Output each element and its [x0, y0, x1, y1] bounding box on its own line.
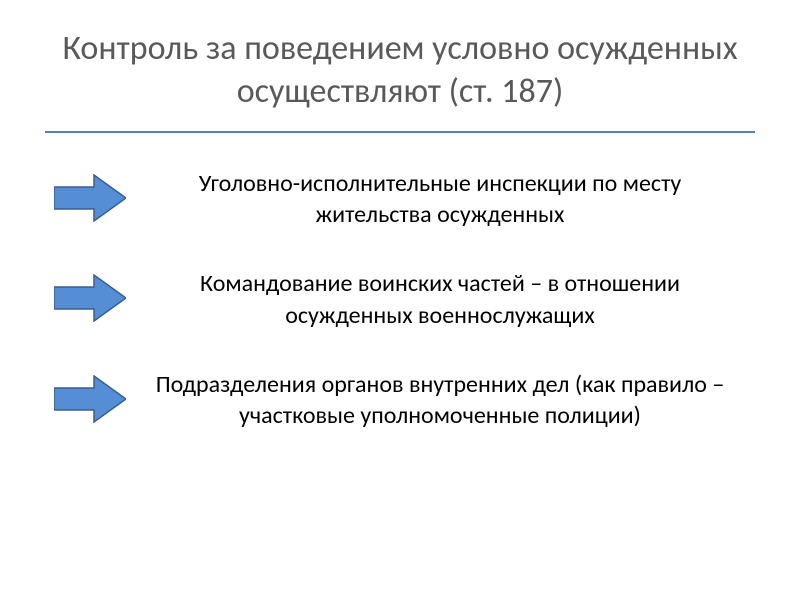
arrow-container [50, 168, 130, 222]
arrow-right-icon [54, 274, 126, 322]
arrow-shape [54, 376, 126, 422]
item-text: Подразделения органов внутренних дел (ка… [130, 369, 750, 431]
list-item: Уголовно-исполнительные инспекции по мес… [50, 168, 750, 230]
arrow-container [50, 268, 130, 322]
arrow-container [50, 369, 130, 423]
page-title: Контроль за поведением условно осужденны… [0, 0, 800, 131]
content-area: Уголовно-исполнительные инспекции по мес… [0, 168, 800, 431]
arrow-shape [54, 275, 126, 321]
arrow-shape [54, 175, 126, 221]
arrow-right-icon [54, 375, 126, 423]
arrow-right-icon [54, 174, 126, 222]
title-divider [45, 131, 755, 133]
list-item: Командование воинских частей – в отношен… [50, 268, 750, 330]
item-text: Уголовно-исполнительные инспекции по мес… [130, 168, 750, 230]
list-item: Подразделения органов внутренних дел (ка… [50, 369, 750, 431]
item-text: Командование воинских частей – в отношен… [130, 268, 750, 330]
